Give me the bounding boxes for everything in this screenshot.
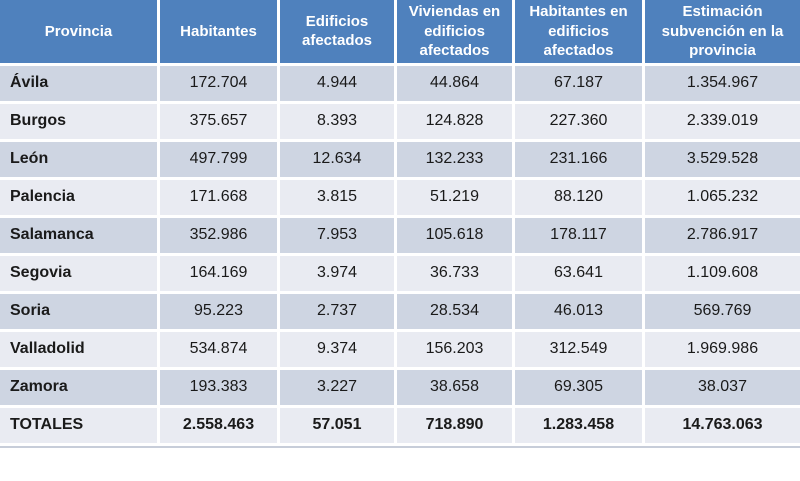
cell-viviendas-afectadas: 44.864 xyxy=(397,65,515,104)
totals-label: TOTALES xyxy=(0,407,160,446)
cell-estimacion-subvencion: 3.529.528 xyxy=(645,141,800,180)
cell-estimacion-subvencion: 1.109.608 xyxy=(645,255,800,294)
total-estimacion-subvencion: 14.763.063 xyxy=(645,407,800,446)
totals-row: TOTALES 2.558.463 57.051 718.890 1.283.4… xyxy=(0,407,800,446)
cell-habitantes-afectados: 67.187 xyxy=(515,65,645,104)
cell-estimacion-subvencion: 1.354.967 xyxy=(645,65,800,104)
cell-estimacion-subvencion: 569.769 xyxy=(645,293,800,332)
cell-edificios-afectados: 12.634 xyxy=(280,141,397,180)
cell-viviendas-afectadas: 36.733 xyxy=(397,255,515,294)
cell-viviendas-afectadas: 124.828 xyxy=(397,103,515,142)
cell-provincia: Burgos xyxy=(0,103,160,142)
cell-estimacion-subvencion: 2.786.917 xyxy=(645,217,800,256)
provinces-table: Provincia Habitantes Edificios afectados… xyxy=(0,0,800,446)
cell-viviendas-afectadas: 132.233 xyxy=(397,141,515,180)
cell-habitantes: 375.657 xyxy=(160,103,280,142)
cell-edificios-afectados: 2.737 xyxy=(280,293,397,332)
cell-edificios-afectados: 3.815 xyxy=(280,179,397,218)
total-habitantes: 2.558.463 xyxy=(160,407,280,446)
header-row: Provincia Habitantes Edificios afectados… xyxy=(0,0,800,66)
cell-viviendas-afectadas: 156.203 xyxy=(397,331,515,370)
column-header-habitantes-afectados: Habitantes en edificios afectados xyxy=(515,0,645,66)
cell-edificios-afectados: 8.393 xyxy=(280,103,397,142)
table-row: Zamora 193.383 3.227 38.658 69.305 38.03… xyxy=(0,369,800,408)
column-header-provincia: Provincia xyxy=(0,0,160,66)
column-header-viviendas-afectadas: Viviendas en edificios afectados xyxy=(397,0,515,66)
cell-edificios-afectados: 3.974 xyxy=(280,255,397,294)
table-row: Ávila 172.704 4.944 44.864 67.187 1.354.… xyxy=(0,65,800,104)
cell-viviendas-afectadas: 51.219 xyxy=(397,179,515,218)
cell-viviendas-afectadas: 105.618 xyxy=(397,217,515,256)
cell-edificios-afectados: 3.227 xyxy=(280,369,397,408)
table-bottom-border xyxy=(0,445,800,448)
cell-viviendas-afectadas: 28.534 xyxy=(397,293,515,332)
column-header-habitantes: Habitantes xyxy=(160,0,280,66)
table-row: Soria 95.223 2.737 28.534 46.013 569.769 xyxy=(0,293,800,332)
cell-provincia: Valladolid xyxy=(0,331,160,370)
cell-habitantes-afectados: 69.305 xyxy=(515,369,645,408)
column-header-edificios-afectados: Edificios afectados xyxy=(280,0,397,66)
table-row: Valladolid 534.874 9.374 156.203 312.549… xyxy=(0,331,800,370)
column-header-estimacion-subvencion: Estimación subvención en la provincia xyxy=(645,0,800,66)
cell-edificios-afectados: 4.944 xyxy=(280,65,397,104)
table-row: Palencia 171.668 3.815 51.219 88.120 1.0… xyxy=(0,179,800,218)
cell-habitantes: 171.668 xyxy=(160,179,280,218)
cell-provincia: Segovia xyxy=(0,255,160,294)
cell-provincia: Palencia xyxy=(0,179,160,218)
cell-habitantes: 164.169 xyxy=(160,255,280,294)
cell-provincia: León xyxy=(0,141,160,180)
cell-habitantes-afectados: 227.360 xyxy=(515,103,645,142)
cell-estimacion-subvencion: 2.339.019 xyxy=(645,103,800,142)
cell-estimacion-subvencion: 1.969.986 xyxy=(645,331,800,370)
table-row: Burgos 375.657 8.393 124.828 227.360 2.3… xyxy=(0,103,800,142)
cell-habitantes-afectados: 312.549 xyxy=(515,331,645,370)
cell-edificios-afectados: 7.953 xyxy=(280,217,397,256)
cell-habitantes-afectados: 178.117 xyxy=(515,217,645,256)
cell-habitantes: 172.704 xyxy=(160,65,280,104)
cell-provincia: Zamora xyxy=(0,369,160,408)
cell-provincia: Ávila xyxy=(0,65,160,104)
cell-provincia: Soria xyxy=(0,293,160,332)
cell-habitantes: 95.223 xyxy=(160,293,280,332)
cell-habitantes-afectados: 88.120 xyxy=(515,179,645,218)
cell-habitantes: 534.874 xyxy=(160,331,280,370)
table-row: León 497.799 12.634 132.233 231.166 3.52… xyxy=(0,141,800,180)
table-row: Segovia 164.169 3.974 36.733 63.641 1.10… xyxy=(0,255,800,294)
total-viviendas-afectadas: 718.890 xyxy=(397,407,515,446)
cell-estimacion-subvencion: 38.037 xyxy=(645,369,800,408)
total-habitantes-afectados: 1.283.458 xyxy=(515,407,645,446)
cell-habitantes: 193.383 xyxy=(160,369,280,408)
cell-viviendas-afectadas: 38.658 xyxy=(397,369,515,408)
cell-habitantes: 352.986 xyxy=(160,217,280,256)
cell-edificios-afectados: 9.374 xyxy=(280,331,397,370)
cell-provincia: Salamanca xyxy=(0,217,160,256)
table-row: Salamanca 352.986 7.953 105.618 178.117 … xyxy=(0,217,800,256)
cell-estimacion-subvencion: 1.065.232 xyxy=(645,179,800,218)
total-edificios-afectados: 57.051 xyxy=(280,407,397,446)
cell-habitantes-afectados: 63.641 xyxy=(515,255,645,294)
cell-habitantes: 497.799 xyxy=(160,141,280,180)
cell-habitantes-afectados: 231.166 xyxy=(515,141,645,180)
cell-habitantes-afectados: 46.013 xyxy=(515,293,645,332)
